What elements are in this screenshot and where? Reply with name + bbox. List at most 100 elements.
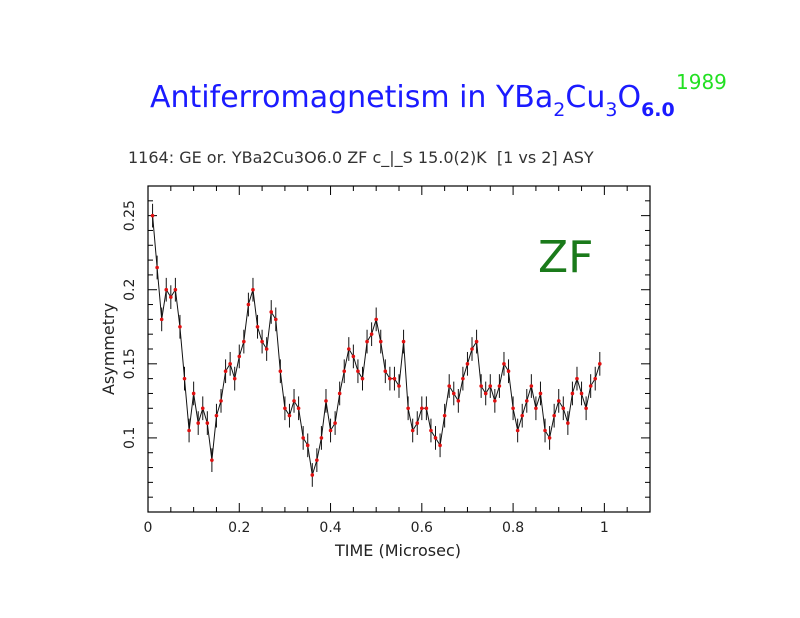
series-line (152, 215, 601, 476)
data-point (159, 317, 164, 322)
data-point (264, 347, 269, 351)
data-point (429, 428, 433, 433)
data-point (465, 362, 470, 366)
y-tick-label: 0.25 (122, 200, 138, 231)
data-point (155, 265, 159, 270)
data-point (479, 384, 483, 388)
data-point (356, 369, 360, 374)
data-point (169, 295, 173, 299)
x-tick-label: 0.8 (502, 520, 524, 536)
data-point (383, 369, 388, 374)
data-point (388, 376, 392, 381)
data-point (351, 354, 356, 359)
data-point (470, 347, 474, 351)
x-ticks: 0 0.2 0.4 0.6 0.8 1 (144, 186, 628, 536)
data-point (251, 287, 255, 292)
data-point (474, 339, 479, 344)
data-point (324, 399, 328, 403)
y-tick-label: 0.1 (122, 427, 138, 449)
data-point (223, 369, 228, 374)
data-point (337, 391, 342, 396)
data-point (556, 399, 561, 403)
data-point (483, 391, 488, 396)
data-point (164, 287, 169, 292)
data-point (305, 443, 310, 448)
data-point (433, 436, 438, 440)
data-point (269, 310, 274, 314)
plot-header: 1164: GE or. YBa2Cu3O6.0 ZF c_|_S 15.0(2… (128, 148, 594, 167)
data-point (543, 428, 547, 433)
data-point (360, 376, 365, 381)
data-point (374, 317, 378, 322)
data-point (278, 369, 283, 374)
data-point (173, 287, 178, 292)
data-point (260, 339, 264, 344)
data-point (296, 406, 301, 411)
x-axis-title: TIME (Microsec) (334, 541, 461, 560)
data-point (506, 369, 511, 374)
x-tick-label: 0.6 (411, 520, 433, 536)
data-point (200, 406, 205, 411)
data-point (488, 384, 493, 388)
year-label: 1989 (676, 70, 727, 94)
data-point (315, 458, 319, 462)
data-point (442, 413, 447, 418)
x-tick-label: 0.4 (319, 520, 341, 536)
data-point (182, 376, 187, 381)
data-point (347, 347, 351, 351)
data-point (328, 428, 333, 433)
data-point (461, 376, 465, 381)
data-point (392, 376, 397, 381)
data-point (511, 406, 515, 411)
y-axis-title: Asymmetry (99, 303, 118, 395)
data-point (593, 376, 598, 381)
data-point (424, 406, 429, 411)
slide-title: Antiferromagnetism in YBa2Cu3O6.0 (150, 80, 675, 120)
data-point (273, 317, 278, 322)
data-point (178, 324, 182, 329)
x-tick-label: 0 (144, 520, 153, 536)
data-point (196, 421, 200, 425)
data-point (255, 324, 260, 329)
data-point (497, 384, 502, 388)
data-point (406, 406, 410, 411)
error-bars (152, 203, 601, 487)
title-sub-cu: 3 (605, 99, 618, 121)
data-point (214, 413, 219, 418)
data-point (493, 399, 497, 403)
data-point (205, 421, 210, 425)
data-point (210, 458, 214, 462)
data-point (246, 302, 251, 307)
y-ticks: 0.1 0.15 0.2 0.25 (122, 200, 650, 498)
x-tick-label: 1 (600, 520, 609, 536)
data-point (219, 399, 223, 403)
data-point (566, 421, 570, 425)
data-point (529, 384, 534, 388)
data-point (570, 391, 575, 396)
data-point (187, 428, 191, 433)
data-point (552, 413, 556, 418)
data-point (575, 376, 579, 381)
data-point (378, 339, 383, 344)
data-point (579, 391, 584, 396)
data-point (534, 406, 538, 411)
data-point (584, 406, 588, 411)
data-point (588, 384, 593, 388)
data-point (547, 436, 552, 440)
data-point (333, 421, 337, 425)
data-point (456, 399, 461, 403)
title-cu: Cu (565, 80, 606, 115)
data-point (397, 384, 401, 388)
data-point (232, 376, 237, 381)
data-point (515, 428, 520, 433)
data-point (524, 399, 529, 403)
y-tick-label: 0.2 (122, 279, 138, 301)
title-o: O (617, 80, 642, 115)
data-point (561, 406, 566, 411)
data-point (228, 362, 232, 366)
data-point (451, 391, 456, 396)
zf-annotation: ZF (538, 232, 593, 283)
title-main: Antiferromagnetism in YBa (150, 80, 554, 115)
data-point (598, 362, 602, 366)
data-point (401, 339, 406, 344)
